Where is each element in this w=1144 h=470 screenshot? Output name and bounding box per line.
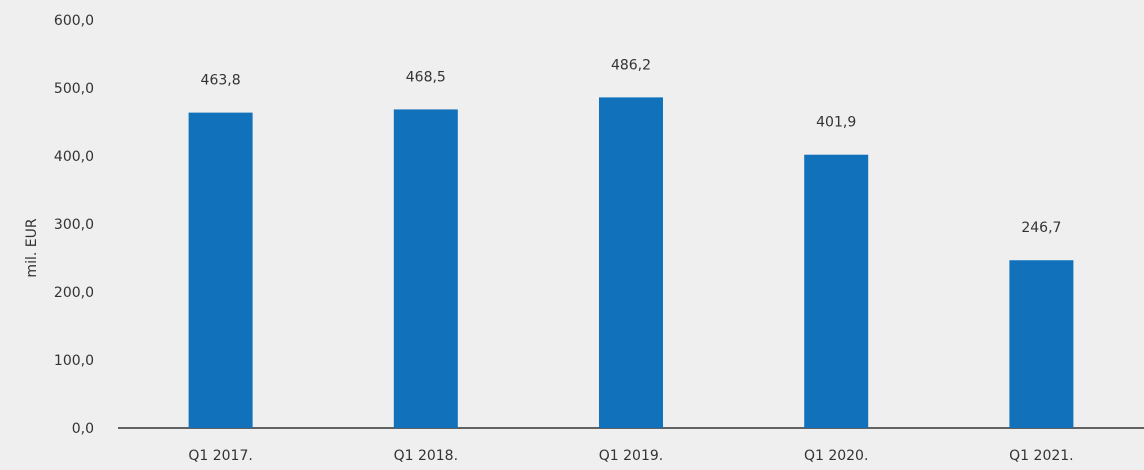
bar	[188, 112, 253, 428]
x-tick-label: Q1 2018.	[394, 448, 458, 464]
data-label: 246,7	[1021, 220, 1061, 236]
y-tick-label: 200,0	[54, 285, 94, 301]
data-label: 401,9	[816, 115, 856, 131]
bar	[393, 109, 458, 429]
x-tick-label: Q1 2021.	[1009, 448, 1073, 464]
y-tick-label: 600,0	[54, 13, 94, 29]
bar	[804, 154, 869, 428]
y-tick-label: 100,0	[54, 353, 94, 369]
bar	[599, 97, 663, 428]
bar	[1009, 260, 1074, 428]
x-tick-label: Q1 2020.	[804, 448, 868, 464]
y-tick-label: 0,0	[72, 421, 94, 437]
data-label: 486,2	[611, 57, 651, 73]
y-tick-label: 500,0	[54, 81, 94, 97]
y-tick-label: 400,0	[54, 149, 94, 165]
y-tick-label: 300,0	[54, 217, 94, 233]
y-axis-title: mil. EUR	[24, 218, 40, 277]
x-tick-label: Q1 2019.	[599, 448, 663, 464]
x-tick-label: Q1 2017.	[188, 448, 252, 464]
data-label: 463,8	[201, 73, 241, 89]
data-label: 468,5	[406, 69, 446, 85]
